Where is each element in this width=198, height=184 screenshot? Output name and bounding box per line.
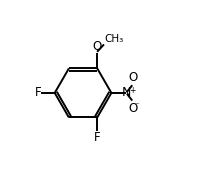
Text: O: O (128, 71, 137, 84)
Text: O: O (93, 40, 102, 53)
Text: O: O (128, 102, 137, 115)
Text: CH₃: CH₃ (104, 34, 123, 44)
Text: N: N (122, 86, 131, 99)
Text: ⁻: ⁻ (135, 102, 139, 111)
Text: +: + (129, 86, 135, 95)
Text: F: F (34, 86, 41, 99)
Text: F: F (94, 131, 101, 144)
